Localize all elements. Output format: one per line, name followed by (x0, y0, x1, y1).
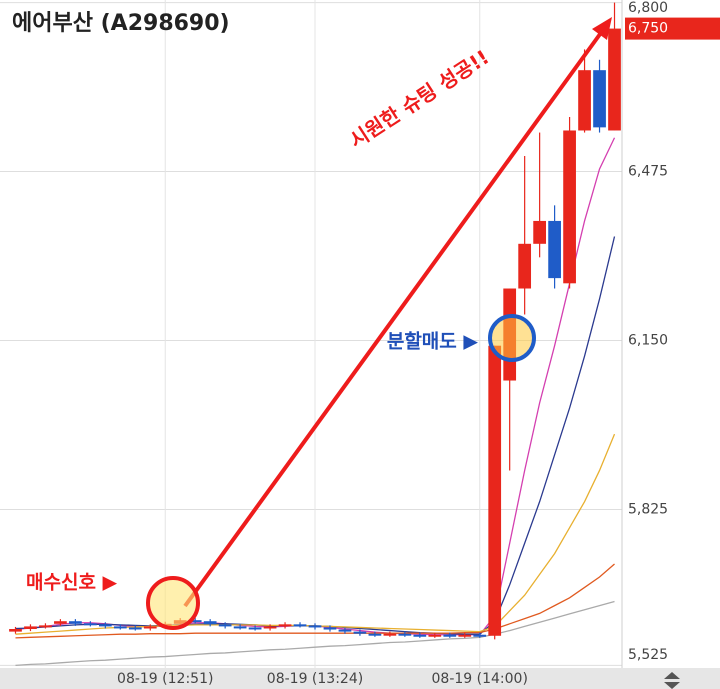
candle-body (458, 634, 472, 637)
candle-body (443, 634, 457, 637)
candle-body (338, 629, 352, 632)
y-tick-label: 6,800 (628, 0, 668, 16)
candle-body (263, 626, 277, 629)
candle-body (488, 345, 502, 636)
y-tick-label: 6,150 (628, 332, 668, 348)
moving-average (15, 600, 615, 667)
annotation-shooting: 시원한 슈팅 성공!! (345, 45, 493, 153)
sell-circle (488, 314, 536, 362)
candle-body (308, 625, 322, 628)
candle-body (54, 621, 67, 624)
candle-body (218, 624, 232, 627)
chart-title: 에어부산 (A298690) (12, 11, 230, 36)
candle-body (323, 627, 337, 630)
last-price-label: 6,750 (628, 21, 668, 37)
candle-body (578, 70, 591, 131)
x-tick-label: 08-19 (12:51) (117, 671, 213, 687)
y-tick-label: 5,825 (628, 501, 668, 517)
y-tick-label: 6,475 (628, 164, 668, 180)
candle-body (383, 633, 397, 636)
y-tick-label: 5,525 (628, 647, 668, 663)
candle-body (563, 130, 576, 284)
candle-body (533, 220, 546, 244)
arrow-line (183, 28, 605, 608)
candle-body (593, 70, 606, 128)
candle-body (293, 624, 307, 627)
candle-body (203, 621, 217, 625)
candle-body (128, 627, 142, 630)
candle-body (518, 243, 532, 289)
candle-body (24, 626, 37, 630)
annotation-sell: 분할매도 ▶ (387, 330, 479, 353)
candle-body (143, 626, 157, 629)
candle-body (69, 621, 82, 624)
candle-body (413, 634, 427, 637)
candle-body (113, 626, 127, 629)
x-tick-label: 08-19 (14:00) (432, 671, 528, 687)
moving-average (15, 563, 615, 639)
annotation-buy: 매수신호 ▶ (26, 572, 118, 594)
candle-body (84, 623, 97, 626)
candle-body (278, 624, 292, 627)
candle-body (188, 620, 202, 623)
candle-body (39, 625, 52, 628)
candle-body (473, 634, 487, 637)
candle-body (233, 626, 247, 629)
scroll-arrows[interactable] (664, 672, 680, 689)
candle-body (368, 633, 382, 636)
candle-body (353, 631, 367, 634)
candle-body (428, 634, 442, 637)
arrow-head (592, 17, 612, 40)
candle-body (548, 220, 561, 279)
candle-body (248, 627, 262, 630)
buy-circle (146, 576, 200, 630)
x-axis-strip (0, 668, 720, 689)
candle-body (608, 28, 621, 131)
candle-body (98, 624, 112, 627)
candle-body (398, 633, 412, 636)
candle-body (9, 629, 22, 632)
last-price-box (625, 17, 720, 40)
x-tick-label: 08-19 (13:24) (267, 671, 363, 687)
